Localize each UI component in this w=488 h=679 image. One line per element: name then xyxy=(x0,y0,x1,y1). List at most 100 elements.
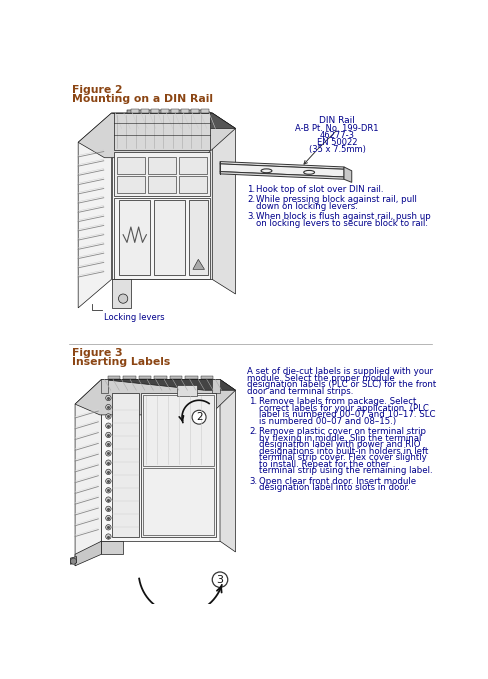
Text: (35 x 7.5mm): (35 x 7.5mm) xyxy=(308,145,365,153)
Polygon shape xyxy=(212,380,220,392)
Polygon shape xyxy=(212,113,235,294)
Circle shape xyxy=(105,506,111,511)
Polygon shape xyxy=(107,375,120,380)
Circle shape xyxy=(105,479,111,484)
Polygon shape xyxy=(111,392,138,536)
Text: 3.: 3. xyxy=(246,212,255,221)
Text: 1.: 1. xyxy=(249,397,257,406)
Polygon shape xyxy=(119,200,150,275)
Polygon shape xyxy=(111,113,235,128)
Circle shape xyxy=(105,497,111,502)
Text: A-B Pt. No. 199-DR1: A-B Pt. No. 199-DR1 xyxy=(295,124,378,133)
Polygon shape xyxy=(151,109,159,113)
Polygon shape xyxy=(111,113,212,279)
Circle shape xyxy=(105,433,111,437)
Polygon shape xyxy=(78,113,235,158)
Polygon shape xyxy=(220,162,343,169)
Text: Mounting on a DIN Rail: Mounting on a DIN Rail xyxy=(72,94,213,104)
Polygon shape xyxy=(101,541,123,554)
Polygon shape xyxy=(123,375,135,380)
Polygon shape xyxy=(141,109,148,113)
Polygon shape xyxy=(181,109,189,113)
Text: While pressing block against rail, pull: While pressing block against rail, pull xyxy=(256,195,416,204)
Polygon shape xyxy=(148,176,176,193)
Circle shape xyxy=(105,534,111,539)
Text: label is numbered 00–07 and 10–17. SLC: label is numbered 00–07 and 10–17. SLC xyxy=(258,410,434,419)
Polygon shape xyxy=(138,375,151,380)
Text: Hook top of slot over DIN rail.: Hook top of slot over DIN rail. xyxy=(256,185,383,194)
Text: DIN Rail: DIN Rail xyxy=(319,116,354,126)
Polygon shape xyxy=(200,375,213,380)
Polygon shape xyxy=(185,375,197,380)
Polygon shape xyxy=(154,200,185,275)
Circle shape xyxy=(105,460,111,465)
Polygon shape xyxy=(127,110,212,113)
Polygon shape xyxy=(75,380,235,415)
Polygon shape xyxy=(143,395,213,466)
Polygon shape xyxy=(189,200,208,275)
Polygon shape xyxy=(192,259,204,270)
Circle shape xyxy=(105,423,111,428)
Polygon shape xyxy=(101,380,235,390)
Text: Remove labels from package. Select: Remove labels from package. Select xyxy=(258,397,415,406)
Polygon shape xyxy=(143,468,213,535)
Polygon shape xyxy=(220,164,343,177)
Polygon shape xyxy=(75,541,101,566)
Polygon shape xyxy=(177,385,196,397)
Text: door and terminal strips.: door and terminal strips. xyxy=(246,387,353,396)
Polygon shape xyxy=(220,172,343,179)
Polygon shape xyxy=(169,375,182,380)
Text: 2.: 2. xyxy=(246,195,255,204)
Polygon shape xyxy=(75,380,101,566)
Text: Locking levers: Locking levers xyxy=(103,313,164,323)
Polygon shape xyxy=(70,557,77,564)
Polygon shape xyxy=(201,109,209,113)
Polygon shape xyxy=(171,109,179,113)
Polygon shape xyxy=(117,157,144,174)
Text: designation label into slots in door.: designation label into slots in door. xyxy=(258,483,409,492)
Circle shape xyxy=(105,515,111,521)
Polygon shape xyxy=(154,375,166,380)
Text: designation label with power and RIO: designation label with power and RIO xyxy=(258,440,419,449)
Text: Remove plastic cover on terminal strip: Remove plastic cover on terminal strip xyxy=(258,427,425,436)
Polygon shape xyxy=(191,109,199,113)
Text: module. Select the proper module: module. Select the proper module xyxy=(246,373,394,383)
Polygon shape xyxy=(111,279,131,308)
Text: terminal strip cover. Flex cover slightly: terminal strip cover. Flex cover slightl… xyxy=(258,454,426,462)
Circle shape xyxy=(105,488,111,493)
Text: Open clear front door. Insert module: Open clear front door. Insert module xyxy=(258,477,415,486)
Polygon shape xyxy=(179,157,206,174)
Text: designations into built-in holders in left: designations into built-in holders in le… xyxy=(258,447,427,456)
Text: 2.: 2. xyxy=(249,427,257,436)
Polygon shape xyxy=(101,380,107,392)
Circle shape xyxy=(70,558,77,564)
Circle shape xyxy=(105,405,111,410)
Text: A set of die-cut labels is supplied with your: A set of die-cut labels is supplied with… xyxy=(246,367,432,376)
Text: Figure 3: Figure 3 xyxy=(72,348,122,358)
Text: When block is flush against rail, push up: When block is flush against rail, push u… xyxy=(256,212,430,221)
Circle shape xyxy=(118,294,127,304)
Circle shape xyxy=(212,572,227,587)
Text: 3: 3 xyxy=(216,574,223,585)
Text: down on locking levers.: down on locking levers. xyxy=(256,202,358,210)
Polygon shape xyxy=(141,392,216,536)
Text: terminal strip using the remaining label.: terminal strip using the remaining label… xyxy=(258,466,431,475)
Circle shape xyxy=(105,469,111,475)
Text: on locking levers to secure block to rail.: on locking levers to secure block to rai… xyxy=(256,219,427,227)
Polygon shape xyxy=(114,113,209,150)
Text: EN 50022: EN 50022 xyxy=(316,138,357,147)
Polygon shape xyxy=(131,109,138,113)
Polygon shape xyxy=(179,176,206,193)
Text: 3.: 3. xyxy=(249,477,257,486)
Polygon shape xyxy=(220,380,235,552)
Text: by flexing in middle. Slip the terminal: by flexing in middle. Slip the terminal xyxy=(258,434,420,443)
Text: to install. Repeat for the other: to install. Repeat for the other xyxy=(258,460,388,469)
Circle shape xyxy=(192,410,205,424)
Polygon shape xyxy=(148,157,176,174)
Text: designation labels (PLC or SLC) for the front: designation labels (PLC or SLC) for the … xyxy=(246,380,435,389)
Text: correct labels for your application. (PLC: correct labels for your application. (PL… xyxy=(258,404,428,413)
Text: Inserting Labels: Inserting Labels xyxy=(72,357,170,367)
Polygon shape xyxy=(161,109,168,113)
Polygon shape xyxy=(343,167,351,183)
Circle shape xyxy=(105,395,111,401)
